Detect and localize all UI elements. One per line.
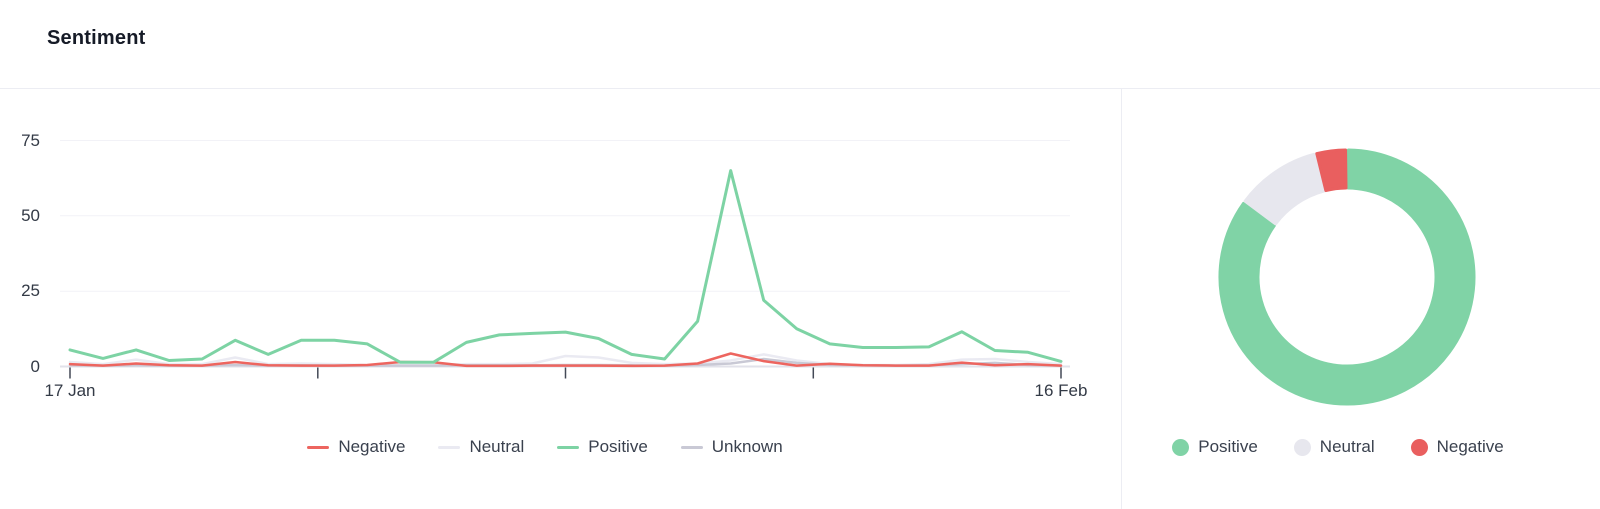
donut-slice-negative[interactable]: [1315, 148, 1348, 193]
sentiment-widget: 0 25 50 75 17 Jan 16 Feb Negative Neutral Posit…: [0, 89, 1600, 509]
legend-item-neutral[interactable]: Neutral: [1293, 437, 1375, 457]
legend-item-label: Positive: [588, 437, 648, 456]
page-title: Sentiment: [47, 27, 146, 49]
y-axis-label: 50: [21, 206, 40, 225]
legend-item-negative[interactable]: Negative: [307, 437, 405, 457]
legend-line-swatch: [557, 445, 580, 449]
legend-dot-swatch: [1410, 438, 1428, 456]
donut-slice-neutral[interactable]: [1243, 152, 1326, 226]
legend-item-neutral[interactable]: Neutral: [438, 437, 524, 457]
legend-item-label: Neutral: [1319, 437, 1375, 456]
legend-item-negative[interactable]: Negative: [1410, 437, 1504, 457]
legend-dot-swatch: [1172, 438, 1190, 456]
legend-line-swatch: [307, 445, 330, 449]
panel-header: Sentiment: [0, 0, 1600, 89]
y-axis-label: 75: [21, 131, 40, 150]
line-chart-legend: Negative Neutral Positive Unknown: [0, 437, 1090, 457]
legend-item-positive[interactable]: Positive: [557, 437, 648, 457]
sentiment-trend-chart[interactable]: [0, 89, 1122, 401]
legend-dot-swatch: [1293, 438, 1311, 456]
legend-item-positive[interactable]: Positive: [1172, 437, 1258, 457]
legend-line-swatch: [438, 445, 461, 449]
donut-chart-panel: Positive Neutral Negative: [1122, 89, 1600, 509]
donut-slice-positive[interactable]: [1218, 148, 1476, 406]
sentiment-donut-chart[interactable]: [1122, 89, 1600, 429]
legend-item-label: Negative: [1436, 437, 1504, 456]
x-axis-label: 16 Feb: [1034, 381, 1088, 400]
legend-item-label: Positive: [1198, 437, 1258, 456]
legend-item-label: Negative: [338, 437, 406, 456]
legend-item-label: Neutral: [469, 437, 525, 456]
legend-line-swatch: [680, 445, 703, 449]
legend-item-label: Unknown: [711, 437, 783, 456]
legend-item-unknown[interactable]: Unknown: [680, 437, 783, 457]
line-chart-panel: 0 25 50 75 17 Jan 16 Feb Negative Neutral Posit…: [0, 89, 1122, 509]
y-axis-label: 0: [30, 357, 40, 376]
donut-chart-legend: Positive Neutral Negative: [1122, 437, 1554, 457]
series-line-negative[interactable]: [68, 352, 1063, 368]
series-line-positive[interactable]: [68, 169, 1063, 364]
y-axis-label: 25: [21, 281, 40, 300]
x-axis-label: 17 Jan: [44, 381, 96, 400]
